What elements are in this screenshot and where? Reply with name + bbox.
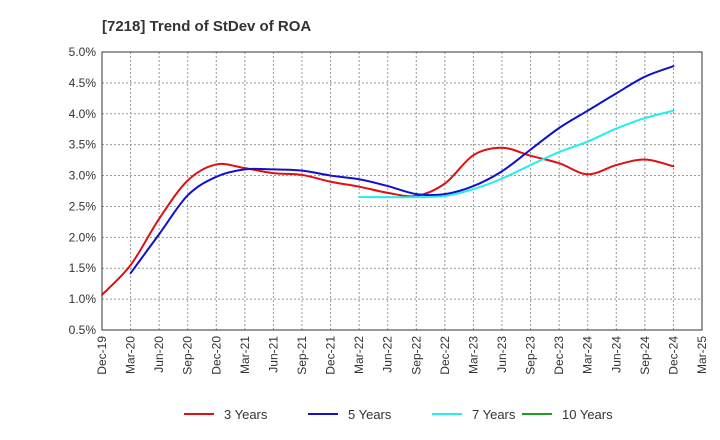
legend-label: 3 Years <box>224 407 268 422</box>
x-tick-label: Jun-23 <box>495 336 509 373</box>
x-axis: Dec-19 Mar-20 Jun-20 Sep-20 Dec-20 Mar-21 Jun-… <box>95 336 709 375</box>
x-tick-label: Dec-22 <box>438 336 452 375</box>
x-tick-label: Jun-20 <box>152 336 166 373</box>
x-tick-label: Mar-22 <box>352 336 366 374</box>
series-line-2 <box>129 65 675 275</box>
y-tick-label: 5.0% <box>69 45 97 59</box>
x-tick-label: Sep-20 <box>181 336 195 375</box>
x-tick-label: Dec-24 <box>666 336 680 375</box>
y-tick-label: 2.0% <box>69 230 97 244</box>
legend-label: 5 Years <box>348 407 392 422</box>
x-tick-label: Sep-22 <box>409 336 423 375</box>
plot-frame <box>101 51 703 331</box>
series-lines <box>101 65 675 296</box>
x-tick-label: Jun-21 <box>266 336 280 373</box>
series-line-1 <box>101 146 675 296</box>
legend-label: 7 Years <box>472 407 516 422</box>
legend: 3 Years 5 Years 7 Years 10 Years <box>184 407 613 422</box>
x-tick-label: Jun-24 <box>609 336 623 373</box>
series-line-3 <box>358 109 675 199</box>
y-tick-label: 0.5% <box>69 323 97 337</box>
y-axis: 0.5% 1.0% 1.5% 2.0% 2.5% 3.0% 3.5% 4.0% 4.5% 5.0% <box>69 45 97 337</box>
x-tick-label: Dec-21 <box>324 336 338 375</box>
x-tick-label: Mar-25 <box>695 336 709 374</box>
x-tick-label: Dec-20 <box>209 336 223 375</box>
x-tick-label: Sep-24 <box>638 336 652 375</box>
y-tick-label: 1.0% <box>69 292 97 306</box>
x-tick-label: Mar-20 <box>124 336 138 374</box>
y-tick-label: 4.0% <box>69 107 97 121</box>
y-tick-label: 3.5% <box>69 138 97 152</box>
y-tick-label: 3.0% <box>69 169 97 183</box>
y-tick-label: 1.5% <box>69 261 97 275</box>
x-tick-label: Mar-24 <box>581 336 595 374</box>
chart-title: [7218] Trend of StDev of ROA <box>102 18 311 35</box>
x-tick-label: Dec-23 <box>552 336 566 375</box>
legend-label: 10 Years <box>562 407 613 422</box>
y-tick-label: 4.5% <box>69 76 97 90</box>
x-tick-label: Mar-21 <box>238 336 252 374</box>
y-tick-label: 2.5% <box>69 199 97 213</box>
x-tick-label: Dec-19 <box>95 336 109 375</box>
x-tick-label: Mar-23 <box>466 336 480 374</box>
x-tick-label: Sep-23 <box>524 336 538 375</box>
x-tick-label: Jun-22 <box>381 336 395 373</box>
x-tick-label: Sep-21 <box>295 336 309 375</box>
